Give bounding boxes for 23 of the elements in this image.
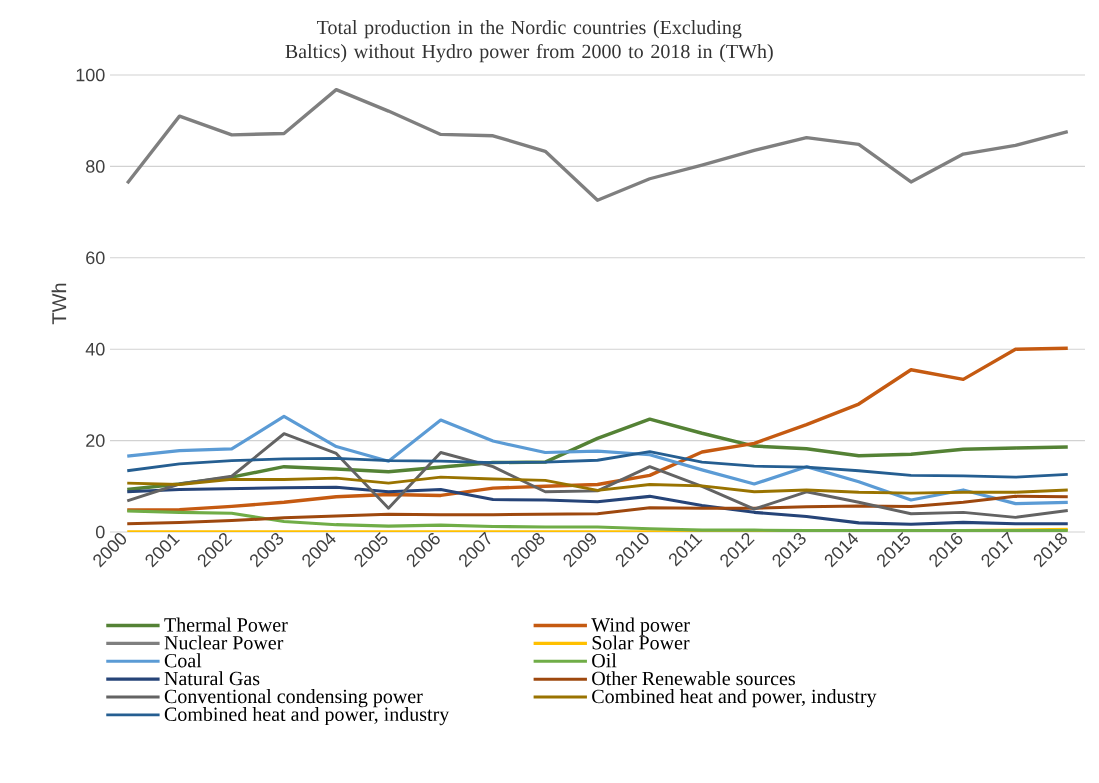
y-tick-label: 40	[85, 342, 105, 356]
line-series	[125, 414, 1070, 506]
legend-label: Nuclear Power	[164, 635, 284, 650]
legend-label: Solar Power	[592, 635, 690, 650]
legend-label: Wind power	[591, 617, 690, 636]
line-series	[125, 346, 1070, 512]
y-tick-label: 20	[86, 434, 105, 447]
legend-label: Conventional condensing power	[164, 689, 423, 708]
line-series	[125, 475, 1070, 495]
line-series	[125, 432, 1070, 519]
y-axis-title: TWh	[51, 283, 67, 325]
legend-label: Natural Gas	[164, 671, 260, 686]
chart-title: Total production in the Nordic countries (Excluding Baltics) without Hydro power from 2000 to 2018 in (TWh)	[285, 20, 773, 63]
legend-label: Thermal Power	[164, 617, 288, 632]
y-tick-label: 60	[86, 251, 105, 265]
legend-label: Oil	[592, 653, 617, 668]
legend-label: Coal	[164, 653, 202, 668]
line-series	[125, 450, 1070, 479]
line-series	[125, 87, 1070, 202]
y-tick-label: 100	[76, 68, 105, 82]
y-tick-label: 80	[86, 160, 105, 173]
legend-label: Other Renewable sources	[592, 671, 795, 686]
legend-label: Combined heat and power, industry	[592, 689, 877, 708]
